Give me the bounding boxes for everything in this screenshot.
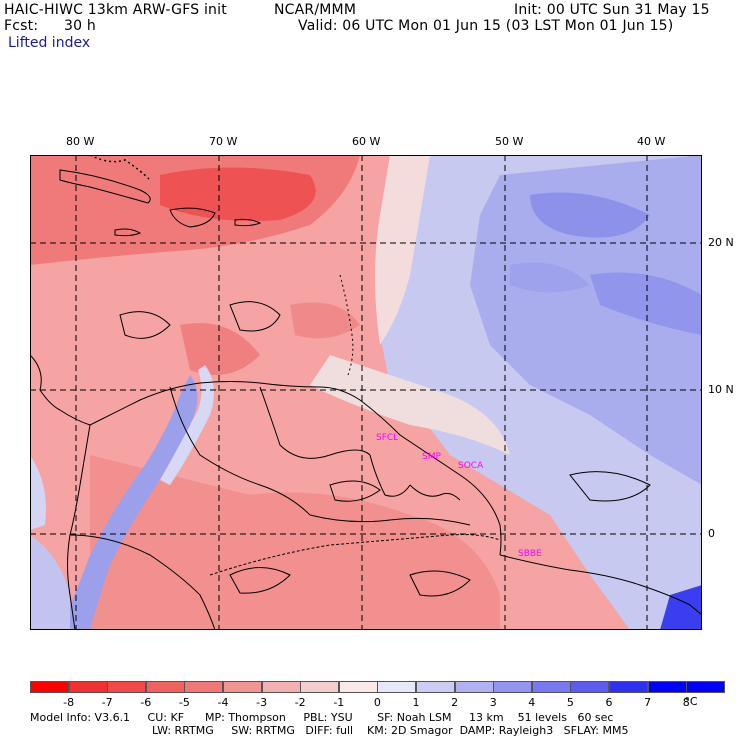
unstable-core <box>160 167 316 221</box>
colorbar-tick-label: 4 <box>528 696 536 709</box>
lat-label-20n: 20 N <box>708 236 734 249</box>
colorbar-swatch <box>531 681 571 693</box>
bahamas <box>89 155 151 181</box>
lesser-antilles <box>339 274 354 376</box>
coast-central-america <box>30 354 91 426</box>
valid-time: Valid: 06 UTC Mon 01 Jun 15 (03 LST Mon … <box>298 18 674 34</box>
colorbar-tick-label: 5 <box>566 696 574 709</box>
unstable-south <box>90 455 500 630</box>
unstable-pocket-1 <box>180 323 260 375</box>
site-smp: SMP <box>422 452 441 462</box>
border-guyana <box>369 454 411 497</box>
colorbar-tick-label: -6 <box>140 696 152 709</box>
colorbar-swatch <box>300 681 340 693</box>
andes-ridge-edge <box>160 365 214 485</box>
coast-brazil <box>499 554 702 616</box>
footer-physics-info: LW: RRTMG SW: RRTMG DIFF: full KM: 2D Sm… <box>152 724 629 737</box>
colorbar-swatch <box>338 681 378 693</box>
pacific-stable <box>30 535 70 630</box>
colorbar-swatch <box>377 681 417 693</box>
coast-pacific <box>67 424 91 630</box>
colorbar-tick-label: 8 <box>682 696 690 709</box>
contour-6 <box>569 471 651 502</box>
colorbar-swatch <box>493 681 533 693</box>
border-peru <box>69 534 216 630</box>
colorbar-swatch <box>570 681 610 693</box>
colorbar-unit: °C <box>684 695 698 708</box>
colorbar-tick-label: -5 <box>178 696 190 709</box>
stable-band-1 <box>530 192 650 238</box>
footer-model-info: Model Info: V3.6.1 CU: KF MP: Thompson P… <box>30 711 614 724</box>
colorbar-swatch <box>30 681 69 693</box>
andes-ridge <box>60 375 198 630</box>
colorbar-swatch <box>68 681 108 693</box>
colorbar-tick-label: -2 <box>294 696 306 709</box>
lat-label-0: 0 <box>708 527 715 540</box>
colorbar-tick-label: 2 <box>451 696 459 709</box>
neutral-band <box>310 355 510 455</box>
lon-label-60w: 60 W <box>352 135 381 148</box>
border-brazil-inner <box>309 514 471 526</box>
field-name: Lifted index <box>8 35 91 51</box>
forecast-label: Fcst: <box>4 18 39 34</box>
map-frame <box>30 155 702 630</box>
colorbar-swatch <box>184 681 224 693</box>
contour-4 <box>409 570 471 597</box>
coast-south-america-north <box>89 381 502 556</box>
colorbar-tick-label: -7 <box>101 696 113 709</box>
colorbar-swatch <box>686 681 726 693</box>
unstable-pocket-2 <box>290 302 360 339</box>
colorbar-tick-label: -1 <box>333 696 345 709</box>
neutral-band-2 <box>375 155 430 345</box>
org-label: NCAR/MMM <box>274 2 357 18</box>
border-venezuela <box>259 386 371 459</box>
colorbar-swatch <box>107 681 147 693</box>
lat-label-10n: 10 N <box>708 383 734 396</box>
init-time: Init: 00 UTC Sun 31 May 15 <box>514 2 710 18</box>
site-soca: SOCA <box>458 461 484 471</box>
forecast-hour: 30 h <box>64 18 96 34</box>
colorbar-tick-label: 3 <box>489 696 497 709</box>
island-hispaniola <box>169 207 216 228</box>
colorbar-swatch <box>145 681 185 693</box>
stable-core <box>470 155 702 485</box>
border-suriname <box>409 484 461 501</box>
lifted-index-map: SFCL SMP SOCA SBBE <box>30 155 702 630</box>
colorbar-tick-label: 0 <box>373 696 381 709</box>
colorbar-tick-label: 1 <box>412 696 420 709</box>
colorbar-tick-label: -3 <box>256 696 268 709</box>
lon-label-70w: 70 W <box>209 135 238 148</box>
island-jamaica <box>114 228 142 237</box>
border-colombia <box>169 386 311 516</box>
site-sfcl: SFCL <box>376 433 398 443</box>
contour-5 <box>229 567 291 594</box>
island-cuba <box>59 169 151 204</box>
lon-label-80w: 80 W <box>66 135 95 148</box>
stable-band-2 <box>590 272 702 335</box>
colorbar-tick-label: -8 <box>63 696 75 709</box>
colorbar-swatch <box>261 681 301 693</box>
island-puerto-rico <box>234 218 262 227</box>
river-amazon <box>209 534 501 576</box>
contour-1 <box>229 301 281 332</box>
model-title: HAIC-HIWC 13km ARW-GFS init <box>4 2 227 18</box>
stable-band-3 <box>510 262 590 293</box>
site-sbbe: SBBE <box>518 549 542 559</box>
colorbar-swatch <box>454 681 494 693</box>
colorbar-tick-label: -4 <box>217 696 229 709</box>
colorbar-swatch <box>416 681 455 693</box>
colorbar-tick-label: 6 <box>605 696 613 709</box>
contour-2 <box>119 311 171 339</box>
colorbar-swatch <box>223 681 262 693</box>
colorbar-swatch <box>609 681 648 693</box>
lon-label-40w: 40 W <box>637 135 666 148</box>
lon-label-50w: 50 W <box>495 135 524 148</box>
colorbar-tick-label: 7 <box>644 696 652 709</box>
pacific-stable-2 <box>30 455 46 530</box>
contour-3 <box>329 480 381 502</box>
colorbar-swatch <box>647 681 687 693</box>
